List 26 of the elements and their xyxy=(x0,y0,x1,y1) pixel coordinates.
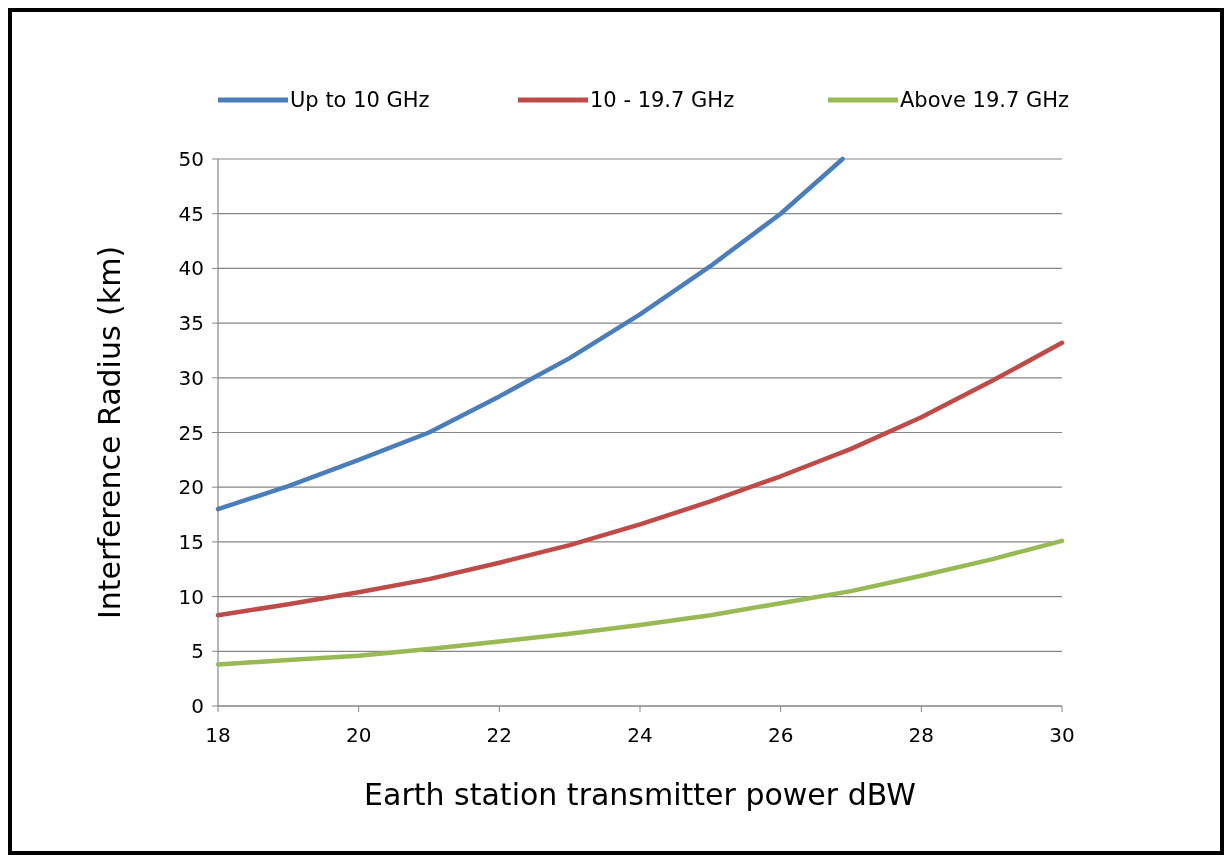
line-series xyxy=(215,538,1065,667)
legend-label: Up to 10 GHz xyxy=(290,88,430,113)
y-tick-label: 10 xyxy=(178,584,204,609)
x-tick-label: 18 xyxy=(205,723,231,747)
legend-label: Above 19.7 GHz xyxy=(900,88,1070,113)
y-tick-label: 15 xyxy=(178,529,204,554)
y-tick-label: 20 xyxy=(178,475,204,500)
y-axis-title: Interference Radius (km) xyxy=(92,245,127,620)
line-series xyxy=(215,340,1065,618)
y-tick-label: 30 xyxy=(178,365,204,390)
y-tick-label: 35 xyxy=(178,311,204,336)
x-tick-label: 24 xyxy=(627,723,653,747)
y-tick-label: 45 xyxy=(178,201,204,226)
line-series xyxy=(215,156,845,512)
y-tick-label: 0 xyxy=(191,694,204,718)
y-tick-label: 50 xyxy=(178,147,204,171)
y-tick-label: 25 xyxy=(178,420,204,445)
legend-label: 10 - 19.7 GHz xyxy=(590,88,735,113)
x-tick-label: 22 xyxy=(486,723,513,747)
x-tick-label: 30 xyxy=(1049,723,1075,747)
x-tick-label: 28 xyxy=(908,723,935,747)
y-tick-label: 40 xyxy=(178,256,204,281)
y-tick-label: 5 xyxy=(191,639,204,664)
x-tick-label: 20 xyxy=(345,723,372,747)
x-axis-title: Earth station transmitter power dBW xyxy=(364,777,916,812)
x-tick-label: 26 xyxy=(767,723,794,747)
